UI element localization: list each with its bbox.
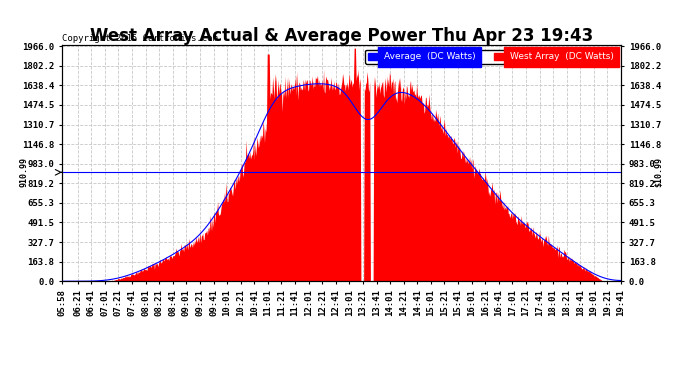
Text: Copyright 2015 Cartronics.com: Copyright 2015 Cartronics.com [62,34,218,43]
Text: $10.99: $10.99 [655,158,664,188]
Legend: Average  (DC Watts), West Array  (DC Watts): Average (DC Watts), West Array (DC Watts… [365,50,616,64]
Title: West Array Actual & Average Power Thu Apr 23 19:43: West Array Actual & Average Power Thu Ap… [90,27,593,45]
Text: 910.99: 910.99 [19,158,28,188]
